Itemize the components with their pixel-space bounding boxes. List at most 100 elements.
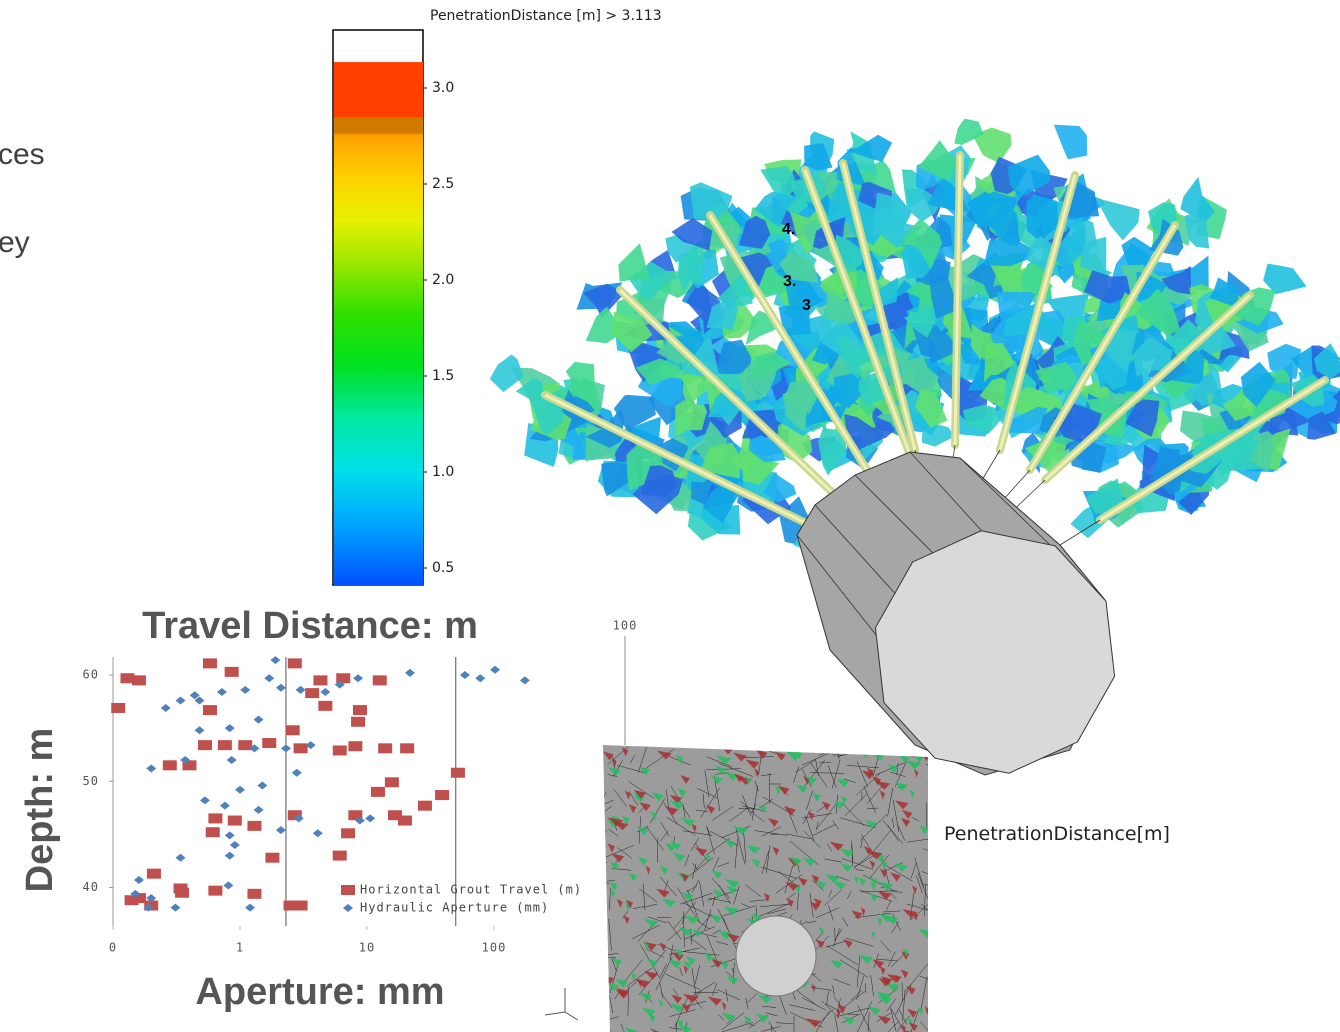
fracture-patch <box>1132 337 1173 377</box>
fracture-trace <box>890 771 906 777</box>
fracture-patch <box>870 930 876 940</box>
fracture-trace <box>886 1020 900 1032</box>
fracture-patch <box>880 976 893 986</box>
fracture-patch <box>879 913 893 923</box>
fracture-trace <box>626 967 652 987</box>
fracture-patch <box>664 842 676 852</box>
fracture-patch <box>1313 343 1340 380</box>
fracture-patch <box>720 960 729 970</box>
fracture-patch <box>681 1003 691 1013</box>
marker-diamond <box>194 726 205 735</box>
fracture-patch <box>890 872 901 882</box>
fracture-patch <box>606 982 619 992</box>
fracture-patch <box>683 960 691 970</box>
fracture-patch <box>664 806 679 816</box>
fracture-patch <box>904 305 938 338</box>
fracture-patch <box>900 817 911 827</box>
fracture-patch <box>1095 198 1140 241</box>
fracture-patch <box>703 952 713 962</box>
fracture-patch <box>878 208 922 249</box>
fracture-trace <box>673 901 697 929</box>
x-tick-label: 10 <box>359 941 375 955</box>
fracture-trace <box>665 973 700 990</box>
fracture-trace <box>689 913 712 941</box>
marker-square <box>162 760 177 771</box>
fracture-patch <box>1035 361 1077 394</box>
fracture-trace <box>845 937 874 947</box>
fracture-trace <box>929 810 962 824</box>
fracture-trace <box>717 989 741 1001</box>
marker-square <box>293 900 308 911</box>
fracture-trace <box>742 794 750 814</box>
fracture-trace <box>754 830 788 836</box>
marker-square <box>397 815 412 826</box>
fracture-patch <box>1049 216 1086 267</box>
fracture-patch <box>930 841 939 850</box>
fracture-trace <box>906 838 928 843</box>
fracture-patch <box>711 870 723 880</box>
fracture-patch <box>723 906 739 916</box>
fracture-patch <box>1209 277 1239 308</box>
fracture-trace <box>668 1027 682 1030</box>
fracture-patch <box>879 868 888 878</box>
fracture-patch <box>914 769 919 779</box>
marker-square <box>332 745 347 756</box>
marker-square <box>387 810 402 821</box>
fracture-trace <box>608 828 619 837</box>
fracture-trace <box>613 788 627 807</box>
fracture-trace <box>749 803 757 817</box>
fracture-trace <box>617 847 633 859</box>
fracture-patch <box>671 994 683 1004</box>
borehole-core <box>803 169 912 456</box>
fracture-patch <box>807 811 815 821</box>
fracture-patch <box>656 888 670 898</box>
fracture-trace <box>882 862 904 873</box>
fracture-trace <box>692 863 697 880</box>
marker-diamond <box>365 814 376 823</box>
fracture-trace <box>816 802 838 829</box>
fracture-patch <box>917 928 928 938</box>
fracture-patch <box>867 1006 882 1016</box>
fracture-trace <box>788 1004 816 1011</box>
fracture-trace <box>706 826 715 855</box>
marker-square <box>435 790 450 801</box>
fracture-trace <box>676 887 697 918</box>
fracture-patch <box>634 978 651 988</box>
fracture-trace <box>806 790 813 811</box>
fracture-patch <box>745 844 761 854</box>
fracture-patch <box>748 435 786 462</box>
fracture-trace <box>911 816 919 822</box>
text-fragment: ey <box>0 226 30 259</box>
fracture-trace <box>811 879 824 891</box>
fracture-trace <box>813 1010 830 1032</box>
fracture-patch <box>785 276 825 312</box>
fracture-trace <box>793 765 800 783</box>
fracture-patch <box>804 775 818 785</box>
fracture-patch <box>840 863 853 873</box>
fracture-trace <box>860 838 863 849</box>
fracture-trace <box>920 1021 928 1032</box>
fracture-patch <box>824 874 840 884</box>
fracture-trace <box>846 765 879 769</box>
fracture-trace <box>880 940 892 953</box>
fracture-patch <box>836 1009 841 1019</box>
fracture-trace <box>606 956 617 959</box>
fracture-trace <box>839 1007 871 1017</box>
fracture-trace <box>795 759 816 773</box>
fracture-trace <box>887 824 899 842</box>
fracture-trace <box>603 927 609 947</box>
marker-diamond <box>253 715 264 724</box>
fracture-trace <box>659 876 677 897</box>
fracture-patch <box>756 1013 769 1023</box>
fracture-trace <box>932 778 940 794</box>
fracture-patch <box>789 856 802 866</box>
fracture-trace <box>803 830 821 848</box>
fracture-trace <box>622 910 629 919</box>
fracture-patch <box>906 985 916 995</box>
fracture-patch <box>1161 265 1192 295</box>
marker-square <box>352 705 367 716</box>
fracture-trace <box>667 927 684 941</box>
fracture-trace <box>718 763 753 777</box>
fracture-trace <box>629 754 636 764</box>
fracture-trace <box>622 959 643 985</box>
